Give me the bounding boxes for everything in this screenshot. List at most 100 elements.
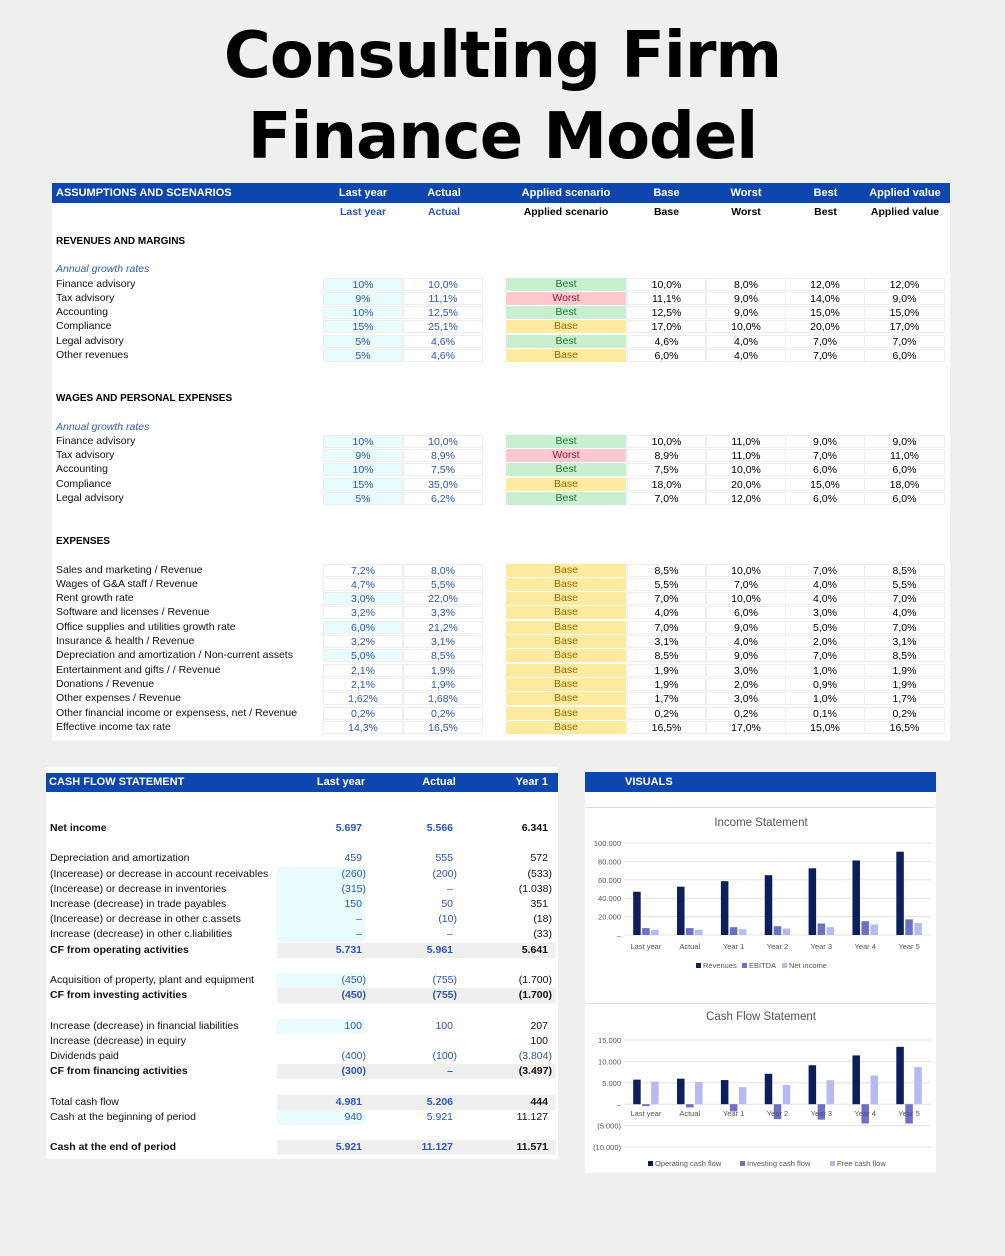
- last-year-input[interactable]: 7,2%: [323, 563, 403, 577]
- best-value: 7,0%: [785, 649, 865, 663]
- last-year-input[interactable]: 2,1%: [323, 677, 403, 691]
- actual-value: (755): [432, 989, 457, 1002]
- best-value: 12,0%: [785, 277, 865, 291]
- actual-value: 5.566: [426, 822, 453, 834]
- year1-value: 351: [530, 898, 548, 910]
- scenario-select[interactable]: Base: [506, 320, 626, 334]
- assumption-row: Depreciation and amortization / Non-curr…: [52, 649, 950, 663]
- scenario-select[interactable]: Base: [506, 720, 626, 734]
- col-base: Base: [653, 187, 680, 199]
- last-year-input[interactable]: 5%: [323, 334, 403, 348]
- applied-value: 7,0%: [864, 620, 945, 634]
- cash-flow-row: CF from investing activities (450) (755) (1…: [46, 988, 558, 1004]
- base-value: 7,0%: [627, 592, 706, 606]
- last-year-value[interactable]: –: [356, 928, 362, 941]
- chart-title: Cash Flow Statement: [706, 1011, 817, 1023]
- scenario-select[interactable]: Best: [506, 334, 626, 348]
- actual-value: 4,6%: [403, 349, 483, 362]
- scenario-select[interactable]: Base: [506, 349, 626, 362]
- applied-value: 6,0%: [864, 492, 945, 505]
- last-year-input[interactable]: 15%: [323, 477, 403, 491]
- last-year-value[interactable]: –: [356, 913, 362, 926]
- scenario-select[interactable]: Base: [506, 663, 626, 677]
- y-tick-label: 5.000: [602, 1079, 621, 1088]
- cash-flow-label: CF from operating activities: [50, 943, 189, 956]
- scenario-select[interactable]: Base: [506, 677, 626, 691]
- last-year-input[interactable]: 15%: [323, 320, 403, 334]
- last-year-value[interactable]: 940: [344, 1110, 362, 1123]
- last-year-input[interactable]: 3,2%: [323, 635, 403, 648]
- applied-value: 6,0%: [864, 349, 945, 362]
- last-year-value[interactable]: 150: [344, 898, 362, 910]
- row-label: Sales and marketing / Revenue: [56, 563, 203, 576]
- best-value: 3,0%: [785, 606, 865, 620]
- scenario-select[interactable]: Best: [506, 463, 626, 477]
- applied-value: 7,0%: [864, 334, 945, 348]
- scenario-select[interactable]: Base: [506, 563, 626, 577]
- bar-revenues: [677, 886, 685, 935]
- scenario-select[interactable]: Base: [506, 620, 626, 634]
- last-year-input[interactable]: 0,2%: [323, 706, 403, 720]
- last-year-input[interactable]: 10%: [323, 463, 403, 477]
- scenario-select[interactable]: Base: [506, 692, 626, 706]
- last-year-input[interactable]: 10%: [323, 306, 403, 320]
- input-cell-shade: [277, 866, 365, 882]
- x-tick-label: Year 2: [767, 942, 788, 951]
- last-year-input[interactable]: 2,1%: [323, 663, 403, 677]
- last-year-input[interactable]: 9%: [323, 449, 403, 463]
- scenario-select[interactable]: Best: [506, 434, 626, 448]
- year1-value: (3.497): [518, 1065, 552, 1078]
- scenario-select[interactable]: Base: [506, 592, 626, 606]
- last-year-input[interactable]: 3,2%: [323, 606, 403, 620]
- scenario-select[interactable]: Base: [506, 577, 626, 591]
- last-year-value[interactable]: (260): [341, 867, 366, 880]
- visuals-header: VISUALS: [585, 772, 936, 792]
- assumption-row: REVENUES AND MARGINS: [52, 235, 950, 249]
- last-year-value[interactable]: (315): [341, 882, 366, 895]
- last-year-input[interactable]: 10%: [323, 277, 403, 291]
- last-year-input[interactable]: 6,0%: [323, 620, 403, 634]
- best-value: 5,0%: [785, 620, 865, 634]
- assumption-row: Donations / Revenue 2,1% 1,9% Base 1,9% 2,0% 0…: [52, 677, 950, 692]
- last-year-input[interactable]: 5%: [323, 492, 403, 505]
- bar-operating-cash-flow: [764, 1073, 773, 1105]
- last-year-input[interactable]: 5,0%: [323, 649, 403, 663]
- last-year-input[interactable]: 1,62%: [323, 692, 403, 706]
- row-label: Software and licenses / Revenue: [56, 606, 210, 619]
- best-value: 7,0%: [785, 334, 865, 348]
- actual-value: 22,0%: [403, 592, 483, 606]
- last-year-input[interactable]: 14,3%: [323, 720, 403, 734]
- scenario-select[interactable]: Base: [506, 635, 626, 648]
- scenario-select[interactable]: Base: [506, 649, 626, 663]
- year1-value: 11.571: [516, 1141, 548, 1154]
- scenario-select[interactable]: Best: [506, 277, 626, 291]
- last-year-input[interactable]: 5%: [323, 349, 403, 362]
- last-year-input[interactable]: 3,0%: [323, 592, 403, 606]
- assumption-row: WAGES AND PERSONAL EXPENSES: [52, 392, 950, 406]
- worst-value: 17,0%: [706, 720, 786, 734]
- scenario-select[interactable]: Worst: [506, 291, 626, 305]
- base-value: 8,5%: [627, 563, 706, 577]
- assumption-row: Annual growth rates: [52, 263, 950, 277]
- scenario-select[interactable]: Base: [506, 606, 626, 620]
- assumption-row: Insurance & health / Revenue 3,2% 3,1% Base…: [52, 635, 950, 649]
- best-value: 1,0%: [785, 663, 865, 677]
- scenario-select[interactable]: Worst: [506, 449, 626, 463]
- assumption-row: Accounting 10% 7,5% Best 7,5% 10,0% 6,0% 6,0%: [52, 463, 950, 477]
- section-title: WAGES AND PERSONAL EXPENSES: [56, 392, 233, 404]
- bar-operating-cash-flow: [677, 1078, 685, 1105]
- last-year-value[interactable]: 100: [344, 1019, 362, 1032]
- legend-label: Free cash flow: [837, 1159, 886, 1168]
- scenario-select[interactable]: Base: [506, 706, 626, 720]
- last-year-input[interactable]: 4,7%: [323, 577, 403, 591]
- actual-value: 10,0%: [403, 434, 483, 448]
- last-year-input[interactable]: 9%: [323, 291, 403, 305]
- year1-value: 207: [530, 1019, 548, 1032]
- cash-flow-label: CF from financing activities: [50, 1065, 188, 1078]
- row-label: Donations / Revenue: [56, 677, 155, 690]
- last-year-value[interactable]: (450): [341, 974, 366, 986]
- last-year-input[interactable]: 10%: [323, 434, 403, 448]
- scenario-select[interactable]: Best: [506, 306, 626, 320]
- scenario-select[interactable]: Best: [506, 492, 626, 505]
- scenario-select[interactable]: Base: [506, 477, 626, 491]
